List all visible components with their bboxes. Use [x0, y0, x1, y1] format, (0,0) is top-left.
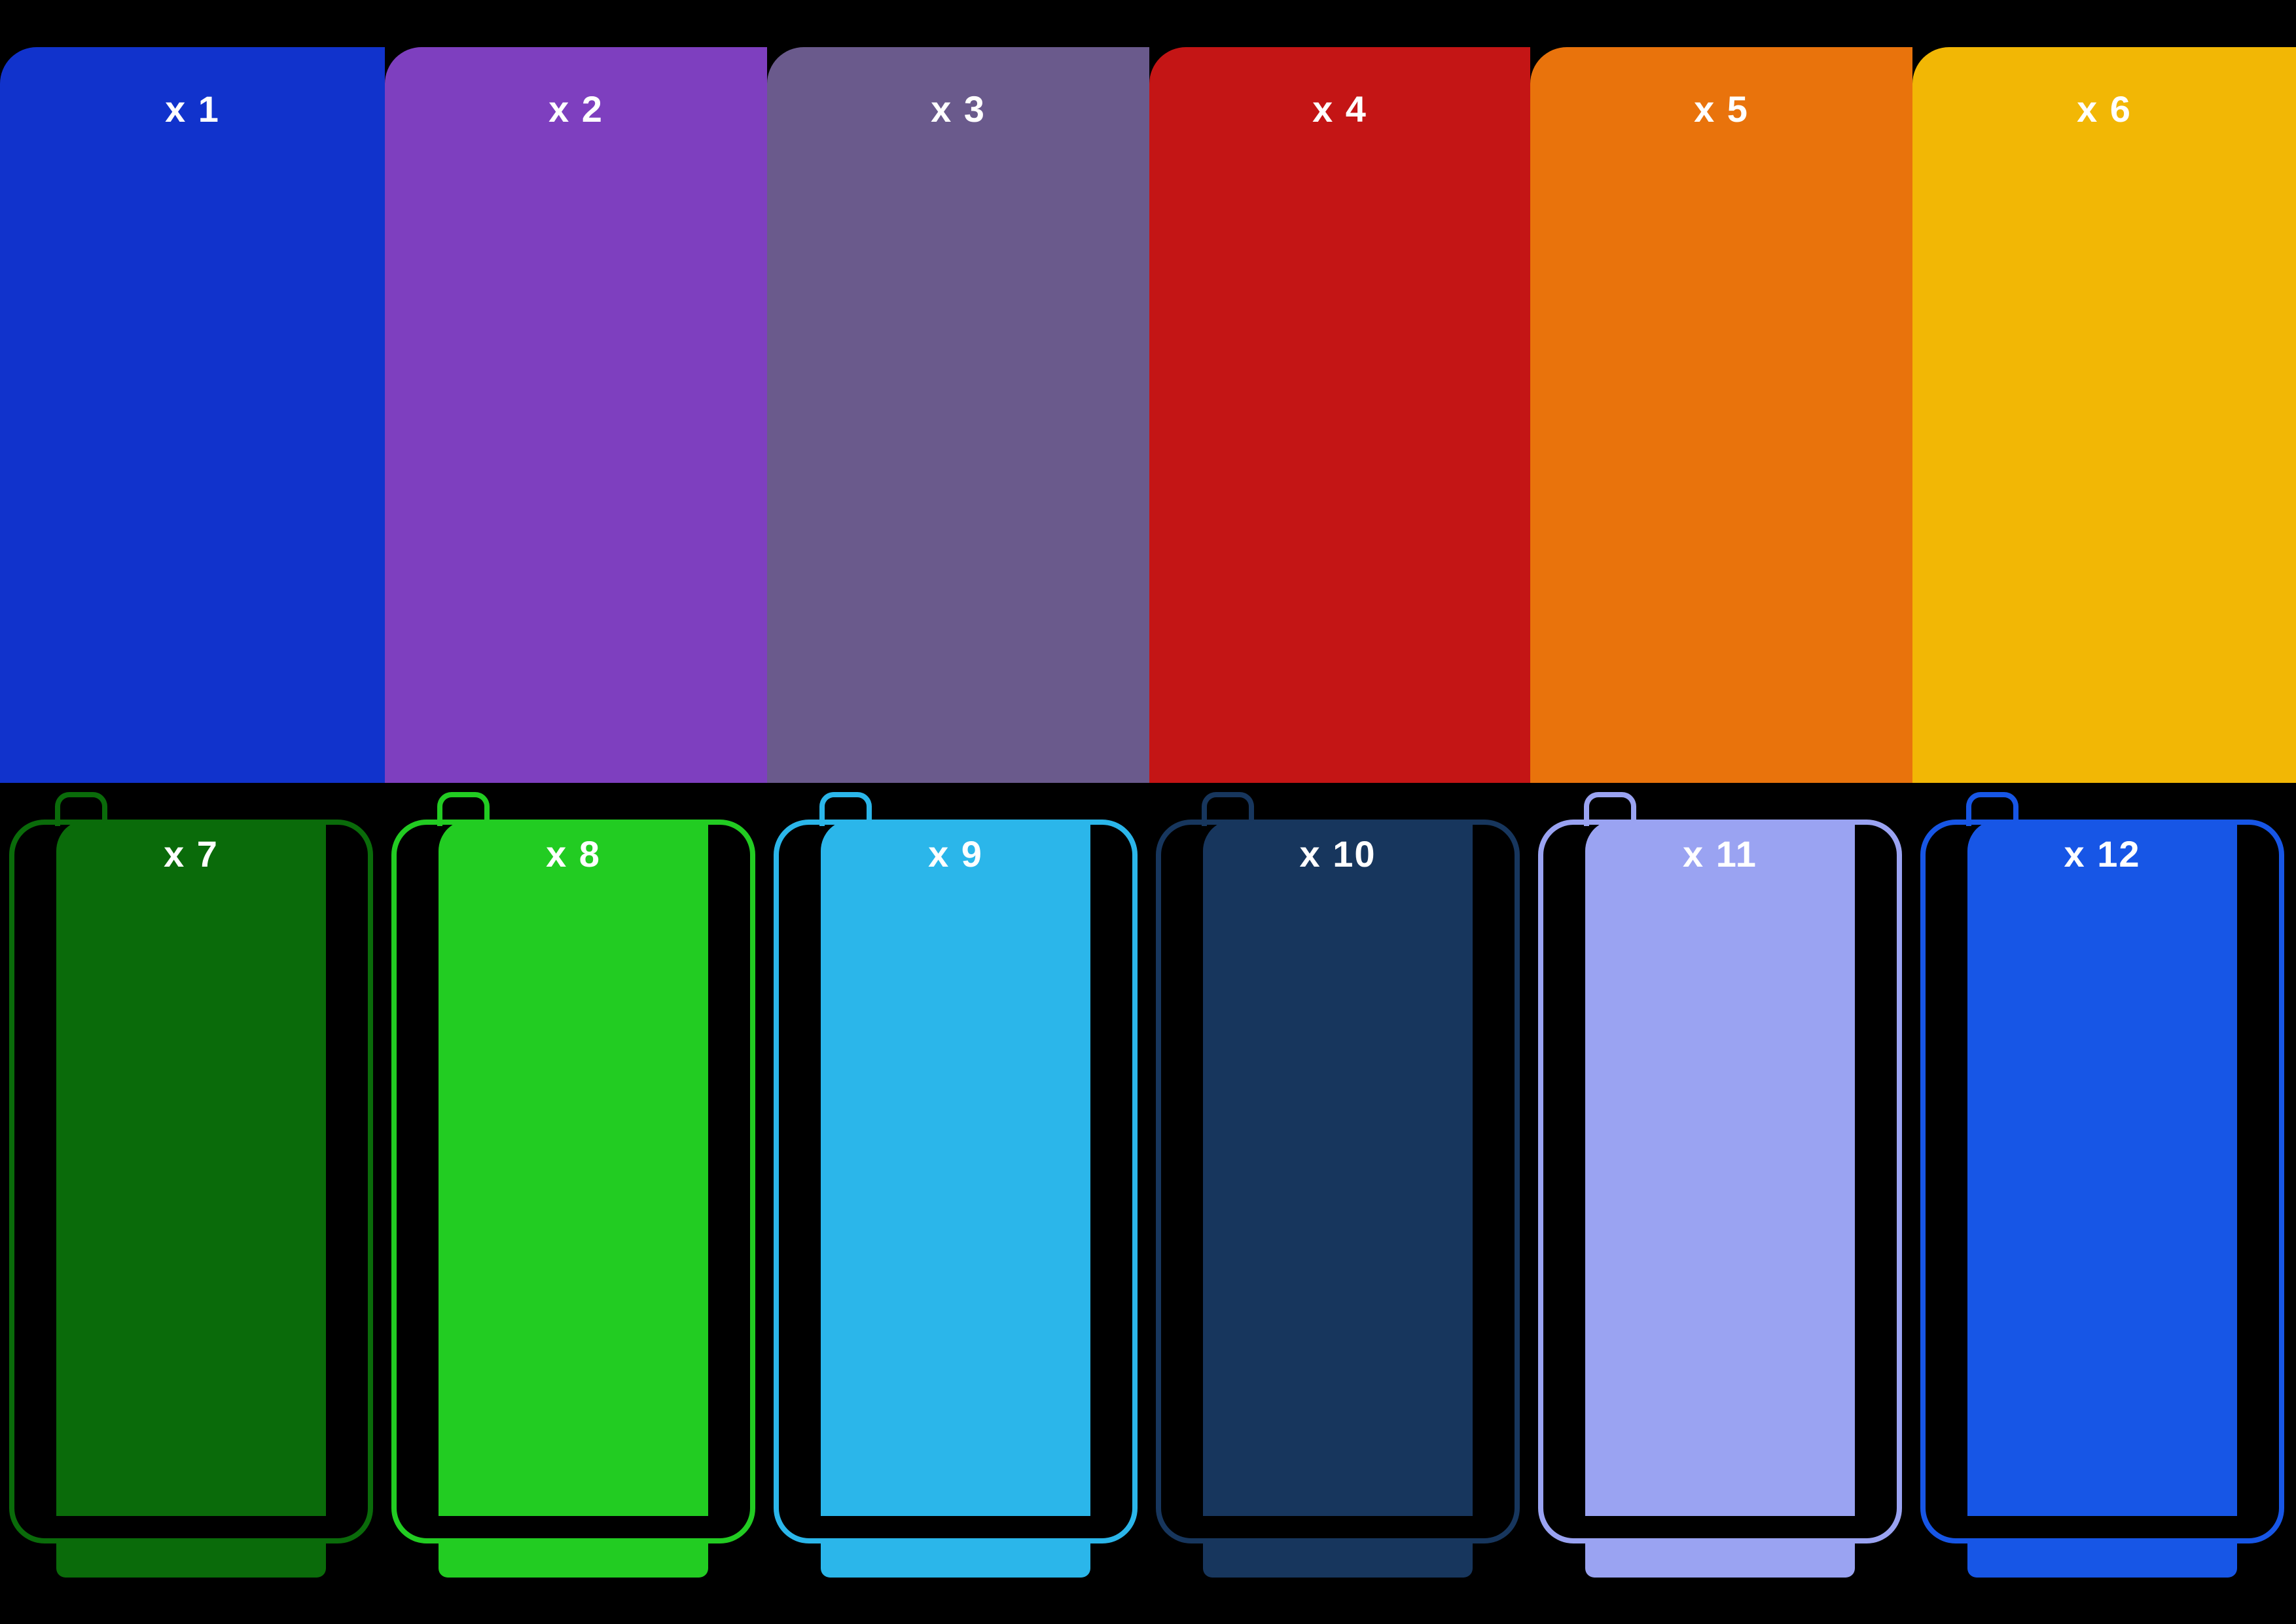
battery-9-label: x 9 — [774, 833, 1138, 875]
battery-12-foot — [1967, 1543, 2237, 1578]
panel-5-label: x 5 — [1530, 88, 1912, 130]
top-row: x 1 x 2 x 3 x 4 x 5 x 6 — [0, 47, 2296, 783]
battery-12-fill — [1967, 820, 2237, 1516]
battery-7-label: x 7 — [9, 833, 373, 875]
panel-2: x 2 — [385, 47, 767, 783]
panel-3-label: x 3 — [767, 88, 1149, 130]
panel-4-label: x 4 — [1149, 88, 1530, 130]
panel-6: x 6 — [1912, 47, 2296, 783]
stage: x 1 x 2 x 3 x 4 x 5 x 6 x 7 — [0, 0, 2296, 1624]
panel-6-label: x 6 — [1912, 88, 2296, 130]
battery-7-fill — [56, 820, 326, 1516]
battery-11-foot — [1585, 1543, 1855, 1578]
panel-4: x 4 — [1149, 47, 1530, 783]
battery-8-foot — [439, 1543, 708, 1578]
battery-10-fill — [1203, 820, 1473, 1516]
battery-10-foot — [1203, 1543, 1473, 1578]
battery-9: x 9 — [774, 792, 1138, 1558]
battery-7: x 7 — [9, 792, 373, 1558]
battery-12: x 12 — [1920, 792, 2284, 1558]
panel-2-label: x 2 — [385, 88, 767, 130]
battery-11: x 11 — [1538, 792, 1902, 1558]
battery-7-foot — [56, 1543, 326, 1578]
battery-11-label: x 11 — [1538, 833, 1902, 875]
bottom-row: x 7 x 8 x 9 x 10 x 1 — [0, 792, 2296, 1578]
panel-1-label: x 1 — [0, 88, 385, 130]
battery-8: x 8 — [391, 792, 755, 1558]
battery-10: x 10 — [1156, 792, 1520, 1558]
battery-11-fill — [1585, 820, 1855, 1516]
panel-1: x 1 — [0, 47, 385, 783]
battery-9-foot — [821, 1543, 1090, 1578]
panel-5: x 5 — [1530, 47, 1912, 783]
battery-8-label: x 8 — [391, 833, 755, 875]
battery-10-label: x 10 — [1156, 833, 1520, 875]
battery-9-fill — [821, 820, 1090, 1516]
panel-3: x 3 — [767, 47, 1149, 783]
battery-12-label: x 12 — [1920, 833, 2284, 875]
battery-8-fill — [439, 820, 708, 1516]
